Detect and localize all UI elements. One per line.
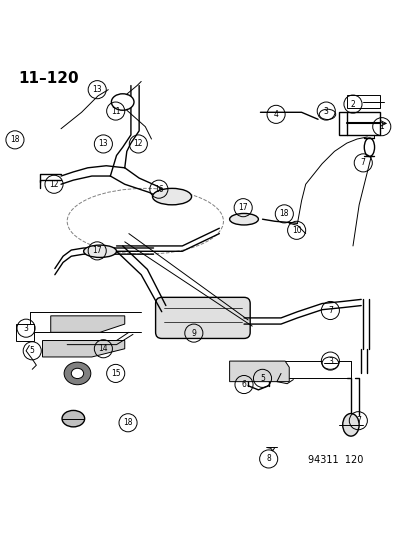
Text: 3: 3 — [323, 107, 328, 116]
Text: 5: 5 — [259, 374, 264, 383]
Text: 6: 6 — [241, 380, 246, 389]
Ellipse shape — [318, 109, 335, 119]
Polygon shape — [43, 341, 124, 357]
FancyBboxPatch shape — [155, 297, 249, 338]
Text: 5: 5 — [30, 346, 35, 356]
Ellipse shape — [152, 188, 191, 205]
Text: 17: 17 — [238, 203, 247, 212]
Text: 17: 17 — [92, 246, 102, 255]
Ellipse shape — [111, 94, 134, 110]
Text: 9: 9 — [191, 329, 196, 337]
Ellipse shape — [83, 245, 116, 257]
Ellipse shape — [64, 362, 90, 385]
Text: 94311  120: 94311 120 — [307, 455, 362, 465]
Text: 18: 18 — [279, 209, 288, 219]
Text: 1: 1 — [378, 122, 383, 131]
Text: 7: 7 — [360, 158, 365, 167]
Text: 12: 12 — [49, 180, 59, 189]
Text: 8: 8 — [266, 455, 271, 464]
Polygon shape — [229, 361, 289, 382]
Ellipse shape — [71, 368, 83, 378]
Text: 11: 11 — [111, 107, 120, 116]
Text: 13: 13 — [98, 140, 108, 149]
Bar — [346, 95, 379, 108]
Text: 7: 7 — [355, 416, 360, 425]
Bar — [16, 324, 34, 341]
Polygon shape — [51, 316, 124, 332]
Text: 10: 10 — [291, 226, 301, 235]
Ellipse shape — [229, 213, 258, 225]
Bar — [338, 112, 379, 135]
Text: 3: 3 — [327, 357, 332, 366]
Text: 13: 13 — [92, 85, 102, 94]
Text: 2: 2 — [350, 100, 354, 109]
Text: 7: 7 — [327, 306, 332, 315]
Text: 14: 14 — [98, 344, 108, 353]
Text: 3: 3 — [24, 324, 28, 333]
Ellipse shape — [62, 410, 84, 427]
Text: 18: 18 — [10, 135, 20, 144]
Ellipse shape — [363, 138, 374, 157]
Ellipse shape — [342, 414, 358, 436]
Text: 4: 4 — [273, 110, 278, 119]
Text: 18: 18 — [123, 418, 133, 427]
Text: 16: 16 — [154, 185, 163, 193]
Text: 11–120: 11–120 — [18, 71, 78, 86]
Text: 12: 12 — [133, 140, 143, 149]
Text: 15: 15 — [111, 369, 120, 378]
Ellipse shape — [321, 357, 338, 369]
